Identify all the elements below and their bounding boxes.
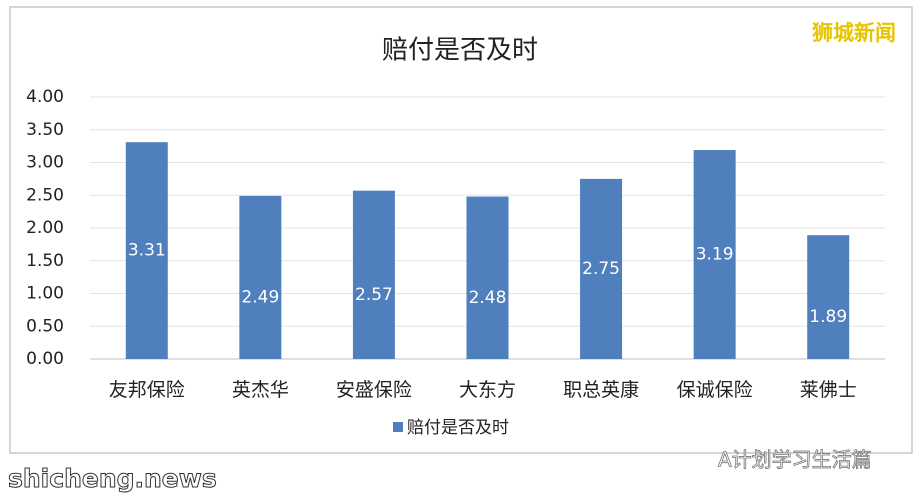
x-tick-label: 大东方 — [459, 379, 516, 401]
y-tick-label: 1.50 — [26, 251, 64, 271]
watermark: 狮城新闻 — [812, 21, 896, 45]
bar — [239, 195, 282, 359]
bar — [693, 150, 736, 359]
watermark-box — [800, 18, 908, 48]
x-tick-label: 保诚保险 — [677, 379, 753, 401]
data-label: 3.31 — [128, 241, 166, 261]
y-tick-label: 0.00 — [26, 349, 64, 369]
data-label: 2.75 — [582, 259, 620, 279]
x-tick-label: 安盛保险 — [336, 379, 412, 401]
watermark: shicheng.news — [8, 464, 217, 493]
y-tick-label: 2.50 — [26, 185, 64, 205]
bar — [580, 178, 623, 359]
x-tick-label: 英杰华 — [232, 379, 289, 401]
chart-title: 赔付是否及时 — [382, 36, 538, 66]
y-tick-label: 1.00 — [26, 284, 64, 304]
data-label: 2.48 — [469, 288, 507, 308]
x-tick-label: 职总英康 — [563, 379, 639, 401]
y-tick-label: 3.50 — [26, 120, 64, 140]
bar — [466, 196, 509, 359]
x-tick-label: 莱佛士 — [800, 379, 857, 401]
bar — [125, 142, 168, 359]
legend-swatch — [393, 422, 403, 432]
y-tick-label: 3.00 — [26, 153, 64, 173]
bar — [352, 190, 395, 359]
y-tick-label: 0.50 — [26, 316, 64, 336]
legend-label: 赔付是否及时 — [407, 418, 509, 438]
y-tick-label: 2.00 — [26, 218, 64, 238]
bar — [807, 235, 850, 359]
data-label: 2.49 — [241, 287, 279, 307]
watermark: A计划学习生活篇 — [718, 448, 872, 472]
data-label: 1.89 — [809, 307, 847, 327]
x-tick-label: 友邦保险 — [109, 379, 185, 401]
data-label: 3.19 — [696, 245, 734, 265]
y-tick-label: 4.00 — [26, 87, 64, 107]
data-label: 2.57 — [355, 285, 393, 305]
